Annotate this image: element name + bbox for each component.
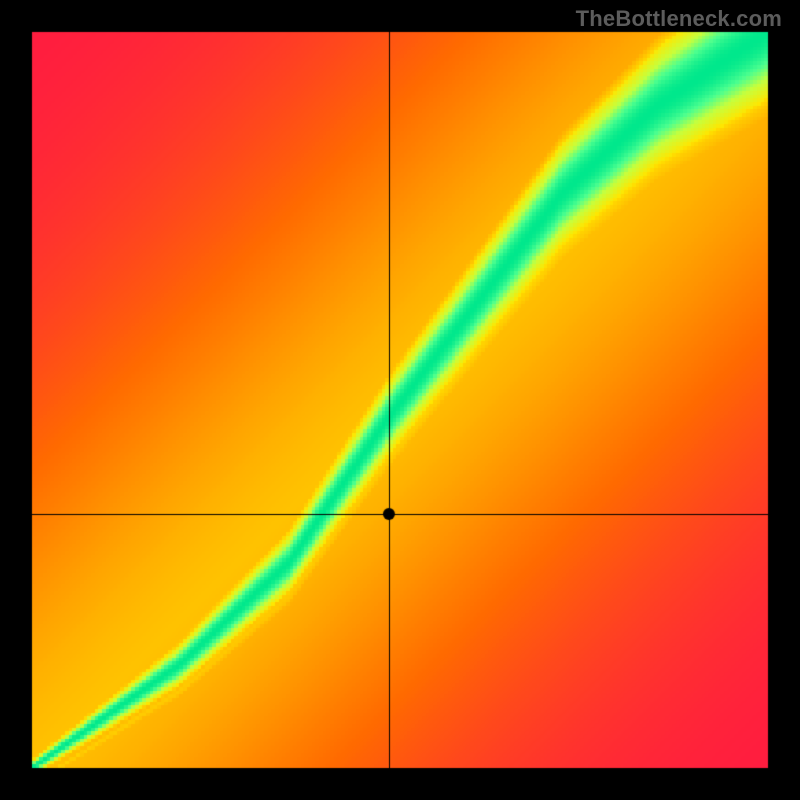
chart-container: TheBottleneck.com	[0, 0, 800, 800]
bottleneck-heatmap-canvas	[0, 0, 800, 800]
watermark-text: TheBottleneck.com	[576, 6, 782, 32]
